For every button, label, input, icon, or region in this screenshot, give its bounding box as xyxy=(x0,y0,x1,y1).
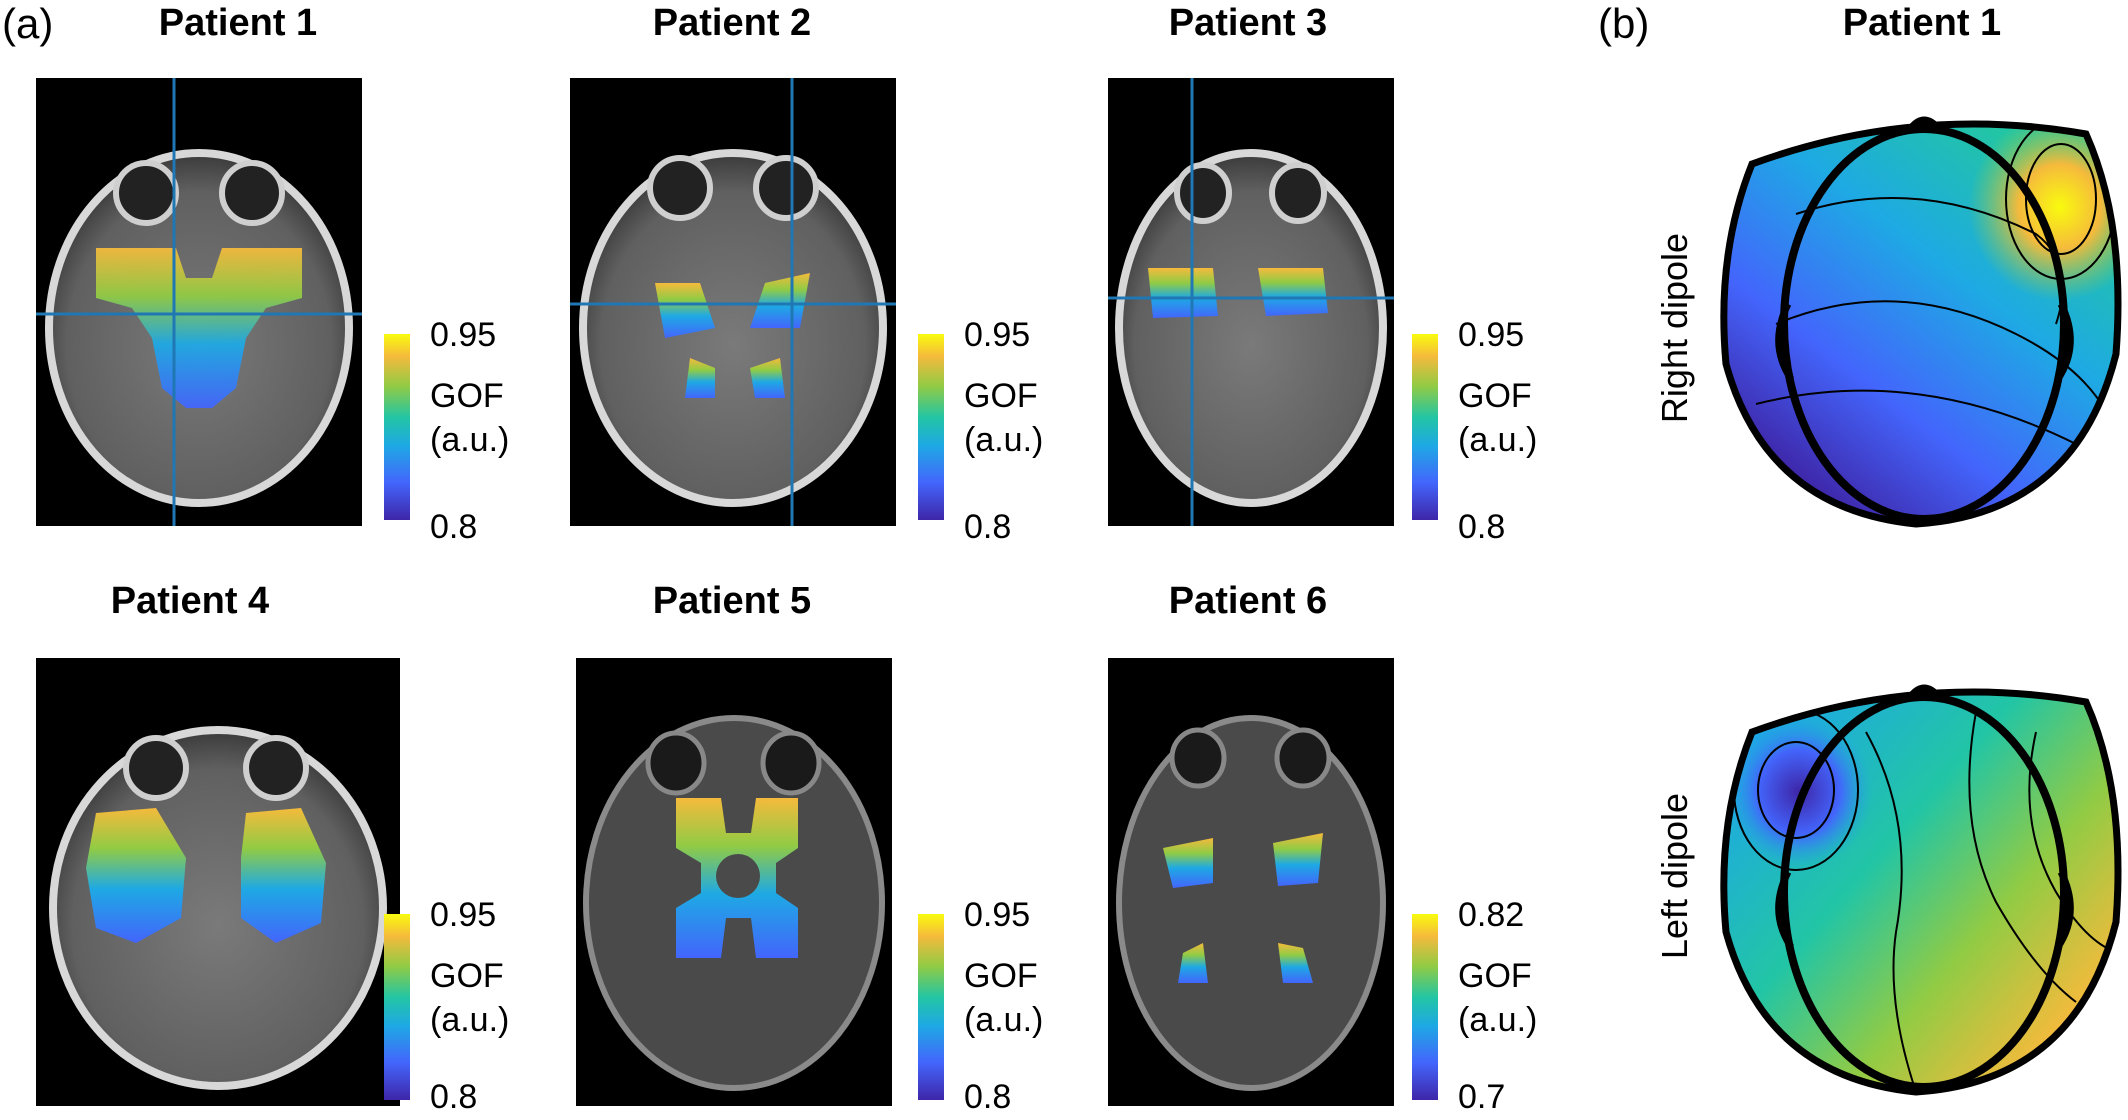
patient-4-cb-min: 0.8 xyxy=(430,1078,478,1116)
gof-unit: (a.u.) xyxy=(430,421,510,459)
gof-unit: (a.u.) xyxy=(1458,1001,1538,1039)
gof-text: GOF xyxy=(964,377,1038,415)
gof-unit: (a.u.) xyxy=(964,421,1044,459)
patient-6-colorbar xyxy=(1412,914,1438,1100)
patient-5-cb-min: 0.8 xyxy=(964,1078,1012,1116)
patient-1-cb-max: 0.95 xyxy=(430,316,497,354)
patient-2-colorbar xyxy=(918,334,944,520)
right-dipole-topomap xyxy=(1716,104,2128,532)
patient-6-title: Patient 6 xyxy=(1168,580,1328,622)
left-dipole-label: Left dipole xyxy=(1654,792,1695,960)
patient-3-mri-slice xyxy=(1108,78,1394,526)
patient-6-cb-min: 0.7 xyxy=(1458,1078,1506,1116)
panel-a-label: (a) xyxy=(2,0,54,47)
patient-3-cb-min: 0.8 xyxy=(1458,508,1506,546)
panel-b-title: Patient 1 xyxy=(1842,2,2002,44)
patient-6-cb-max: 0.82 xyxy=(1458,896,1525,934)
patient-3-colorbar xyxy=(1412,334,1438,520)
left-dipole-topomap xyxy=(1716,672,2128,1100)
patient-3-title: Patient 3 xyxy=(1168,2,1328,44)
patient-6-mri-slice xyxy=(1108,658,1394,1106)
gof-text: GOF xyxy=(964,957,1038,995)
gof-unit: (a.u.) xyxy=(430,1001,510,1039)
patient-4-colorbar xyxy=(384,914,410,1100)
patient-1-cb-min: 0.8 xyxy=(430,508,478,546)
patient-1-gof-label: GOF (a.u.) xyxy=(430,374,509,462)
panel-b-label: (b) xyxy=(1598,0,1650,47)
patient-2-mri-slice xyxy=(570,78,896,526)
patient-3-cb-max: 0.95 xyxy=(1458,316,1525,354)
gof-text: GOF xyxy=(430,957,504,995)
patient-5-gof-label: GOF (a.u.) xyxy=(964,954,1043,1042)
patient-4-cb-max: 0.95 xyxy=(430,896,497,934)
gof-unit: (a.u.) xyxy=(1458,421,1538,459)
patient-5-cb-max: 0.95 xyxy=(964,896,1031,934)
gof-text: GOF xyxy=(1458,377,1532,415)
patient-1-colorbar xyxy=(384,334,410,520)
gof-unit: (a.u.) xyxy=(964,1001,1044,1039)
patient-2-title: Patient 2 xyxy=(652,2,812,44)
patient-6-gof-label: GOF (a.u.) xyxy=(1458,954,1537,1042)
patient-4-gof-label: GOF (a.u.) xyxy=(430,954,509,1042)
patient-2-cb-min: 0.8 xyxy=(964,508,1012,546)
patient-3-gof-label: GOF (a.u.) xyxy=(1458,374,1537,462)
patient-5-colorbar xyxy=(918,914,944,1100)
patient-5-title: Patient 5 xyxy=(652,580,812,622)
patient-2-cb-max: 0.95 xyxy=(964,316,1031,354)
patient-1-title: Patient 1 xyxy=(158,2,318,44)
right-dipole-label: Right dipole xyxy=(1654,232,1695,424)
patient-5-mri-slice xyxy=(576,658,892,1106)
patient-2-gof-label: GOF (a.u.) xyxy=(964,374,1043,462)
patient-1-mri-slice xyxy=(36,78,362,526)
patient-4-mri-slice xyxy=(36,658,400,1106)
gof-text: GOF xyxy=(430,377,504,415)
patient-4-title: Patient 4 xyxy=(110,580,270,622)
gof-text: GOF xyxy=(1458,957,1532,995)
